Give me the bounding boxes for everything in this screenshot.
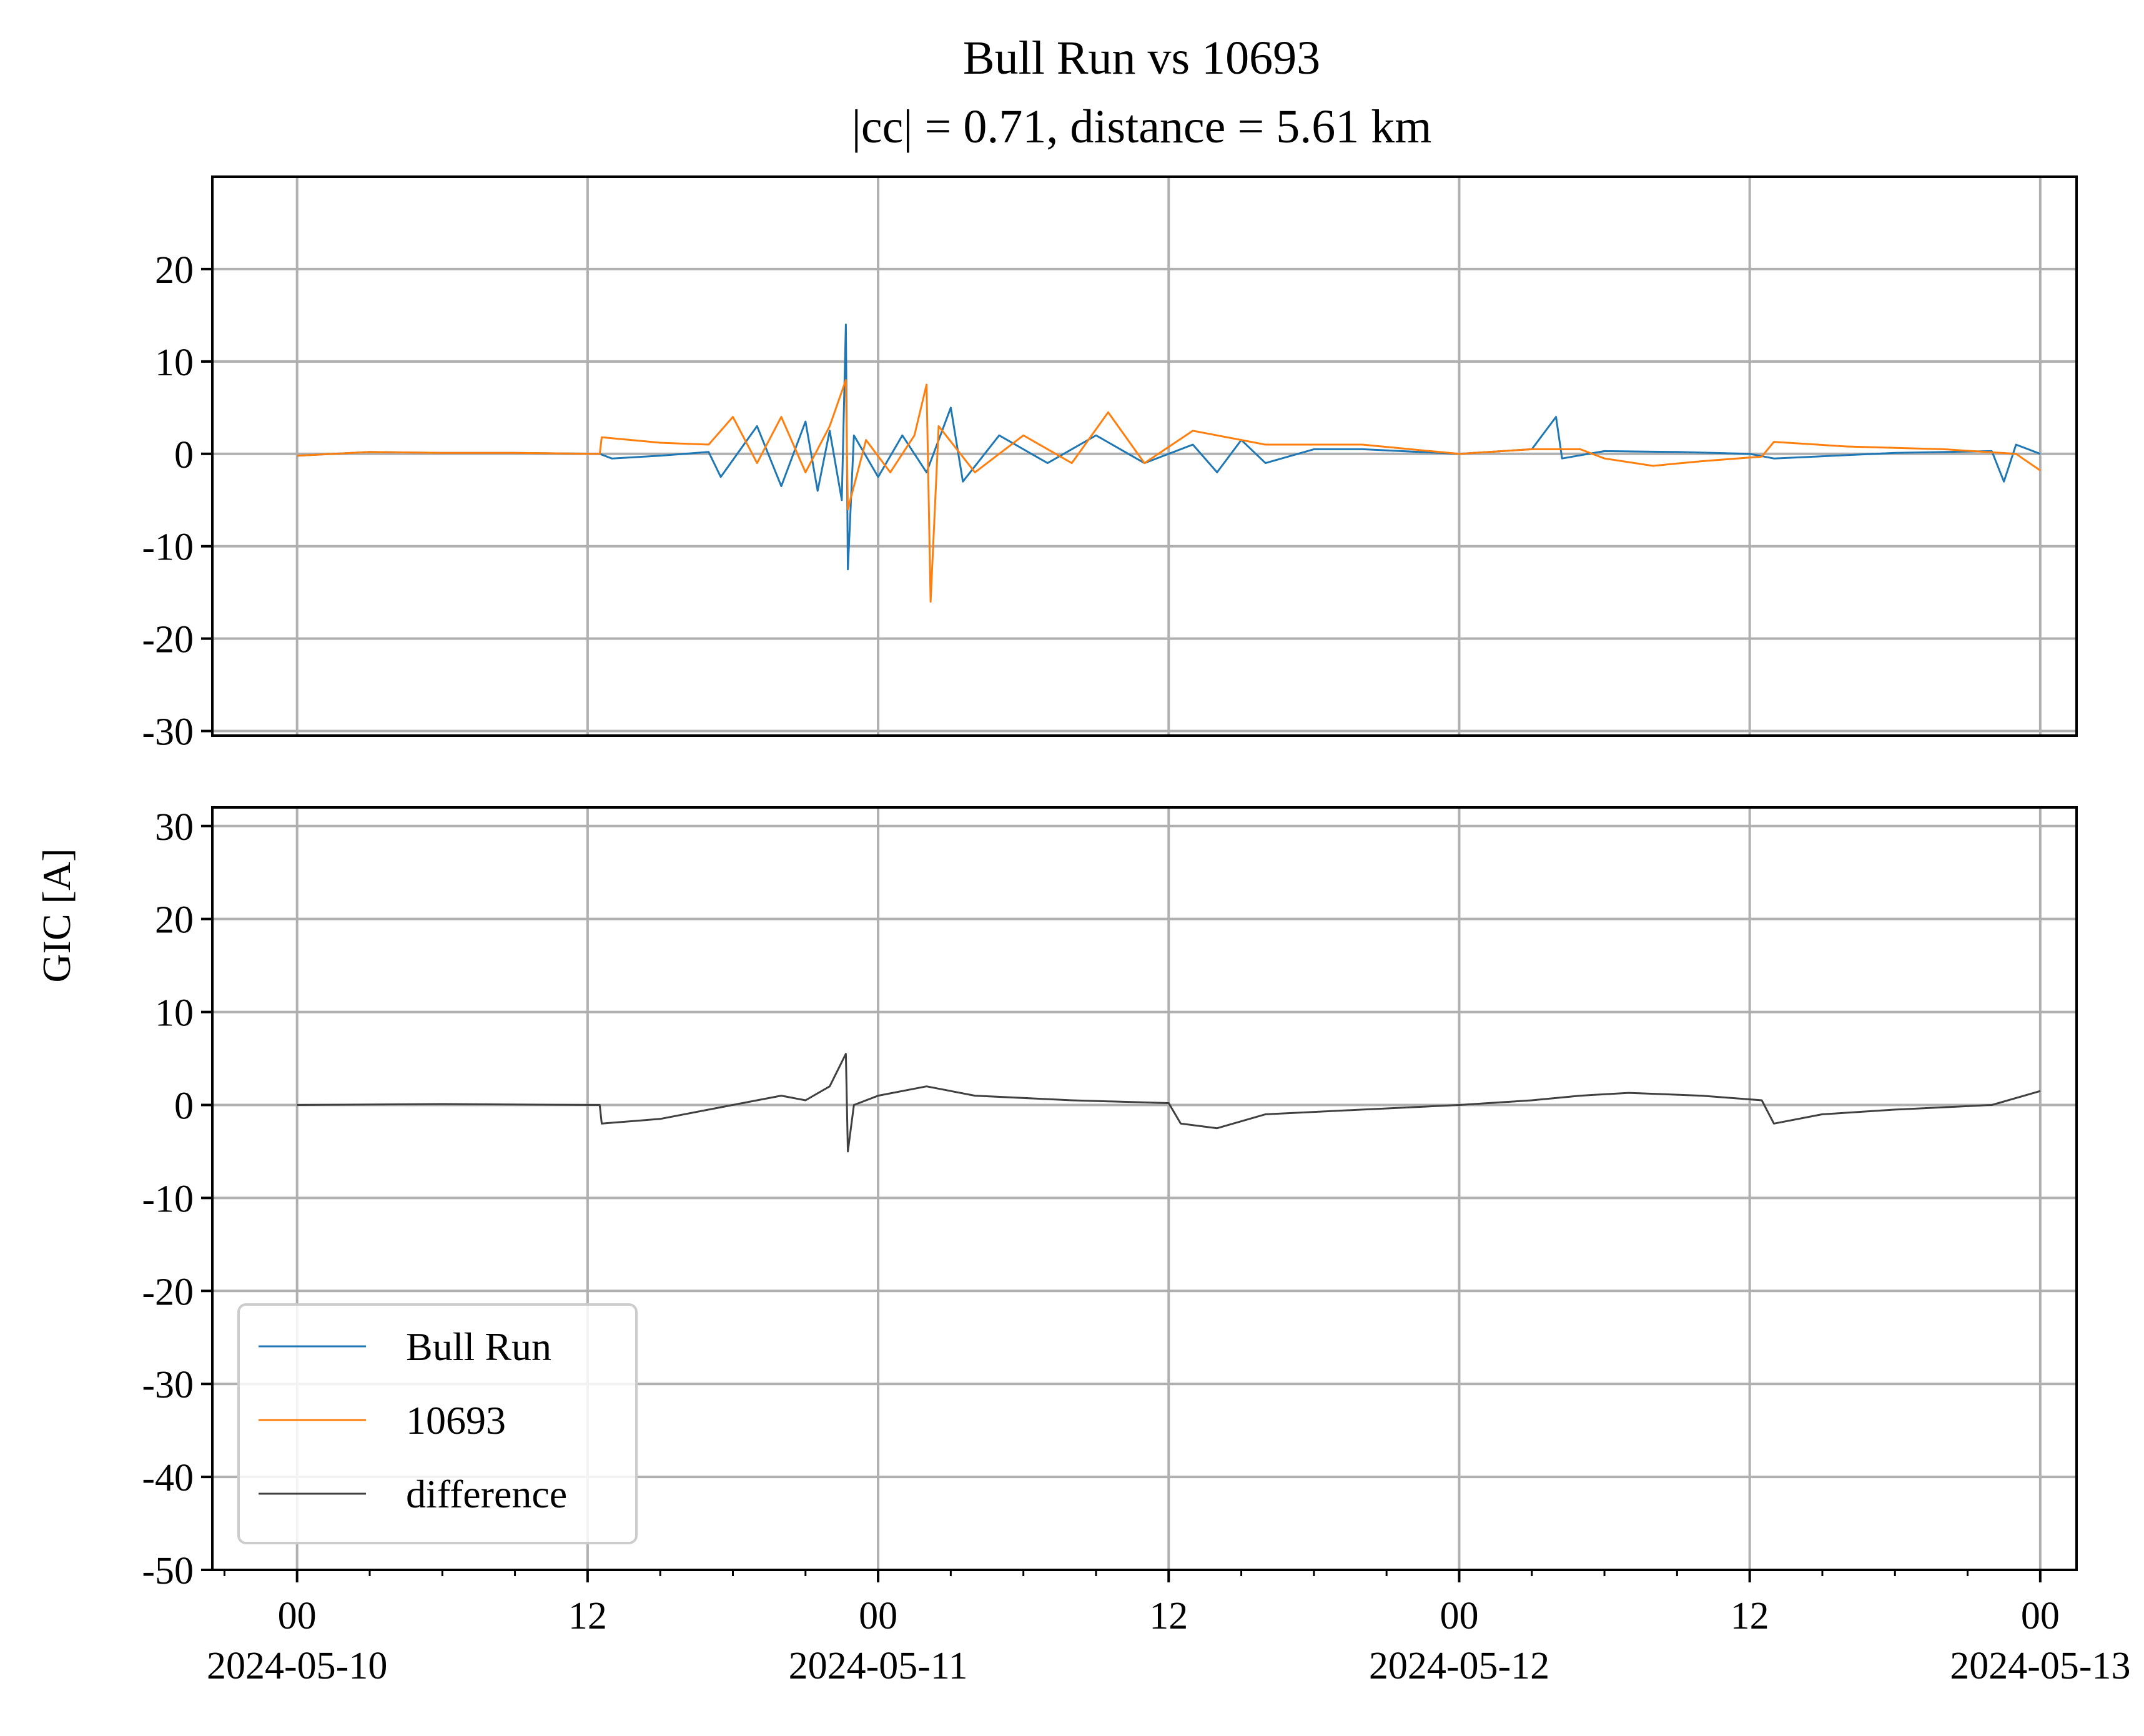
chart-title: Bull Run vs 10693 bbox=[963, 32, 1320, 84]
x-tick-hour-label: 12 bbox=[1731, 1595, 1769, 1637]
bottom-y-tick-label: 20 bbox=[155, 899, 194, 942]
series-line-bull-run bbox=[297, 323, 2041, 571]
legend-label: 10693 bbox=[406, 1398, 506, 1443]
bottom-y-tick-label: -20 bbox=[142, 1271, 194, 1313]
top-y-tick-label: 10 bbox=[155, 342, 194, 384]
x-tick-hour-label: 12 bbox=[1149, 1595, 1188, 1637]
bottom-y-tick-label: 0 bbox=[174, 1085, 194, 1127]
x-tick-date-label: 2024-05-11 bbox=[789, 1645, 968, 1687]
chart-subtitle: |cc| = 0.71, distance = 5.61 km bbox=[852, 101, 1432, 153]
bottom-y-tick-label: -30 bbox=[142, 1364, 194, 1406]
bottom-axes-frame bbox=[211, 806, 2078, 1571]
top-y-tick-label: -30 bbox=[142, 711, 194, 754]
bottom-y-tick-label: -50 bbox=[142, 1550, 194, 1592]
x-tick-hour-label: 00 bbox=[2021, 1595, 2060, 1637]
bottom-series bbox=[297, 1053, 2041, 1153]
x-tick-hour-label: 00 bbox=[1440, 1595, 1478, 1637]
legend-label: difference bbox=[406, 1472, 567, 1516]
top-y-tick-label: -10 bbox=[142, 526, 194, 569]
x-tick-date-label: 2024-05-10 bbox=[207, 1645, 387, 1687]
top-series bbox=[297, 323, 2041, 603]
x-tick-date-label: 2024-05-13 bbox=[1950, 1645, 2130, 1687]
bottom-y-ticks: 30 20 10 0 -10 -20 -30 -40 -50 bbox=[142, 806, 212, 1592]
x-tick-hour-label: 00 bbox=[859, 1595, 897, 1637]
legend-box bbox=[237, 1303, 638, 1544]
x-tick-hour-label: 00 bbox=[278, 1595, 317, 1637]
x-tick-hour-label: 12 bbox=[568, 1595, 607, 1637]
x-axis-ticks: 00 2024-05-10 12 00 2024-05-11 12 00 2024-05-12… bbox=[207, 1570, 2130, 1687]
top-y-tick-label: 20 bbox=[155, 249, 194, 292]
bottom-y-tick-label: -10 bbox=[142, 1178, 194, 1220]
bottom-y-tick-label: -40 bbox=[142, 1457, 194, 1499]
top-y-tick-label: -20 bbox=[142, 619, 194, 661]
series-line-10693 bbox=[297, 379, 2041, 603]
y-axis-label: GIC [A] bbox=[34, 848, 79, 982]
x-tick-date-label: 2024-05-12 bbox=[1369, 1645, 1549, 1687]
legend: Bull Run 10693 difference bbox=[237, 1303, 638, 1544]
top-panel: 20 10 0 -10 -20 -30 bbox=[142, 177, 2077, 754]
legend-label: Bull Run bbox=[406, 1324, 551, 1369]
top-y-ticks: 20 10 0 -10 -20 -30 bbox=[142, 249, 212, 754]
bottom-y-tick-label: 10 bbox=[155, 992, 194, 1035]
bottom-y-tick-label: 30 bbox=[155, 806, 194, 849]
top-axes-frame bbox=[211, 175, 2078, 737]
top-y-tick-label: 0 bbox=[174, 434, 194, 476]
series-line-difference bbox=[297, 1053, 2041, 1153]
